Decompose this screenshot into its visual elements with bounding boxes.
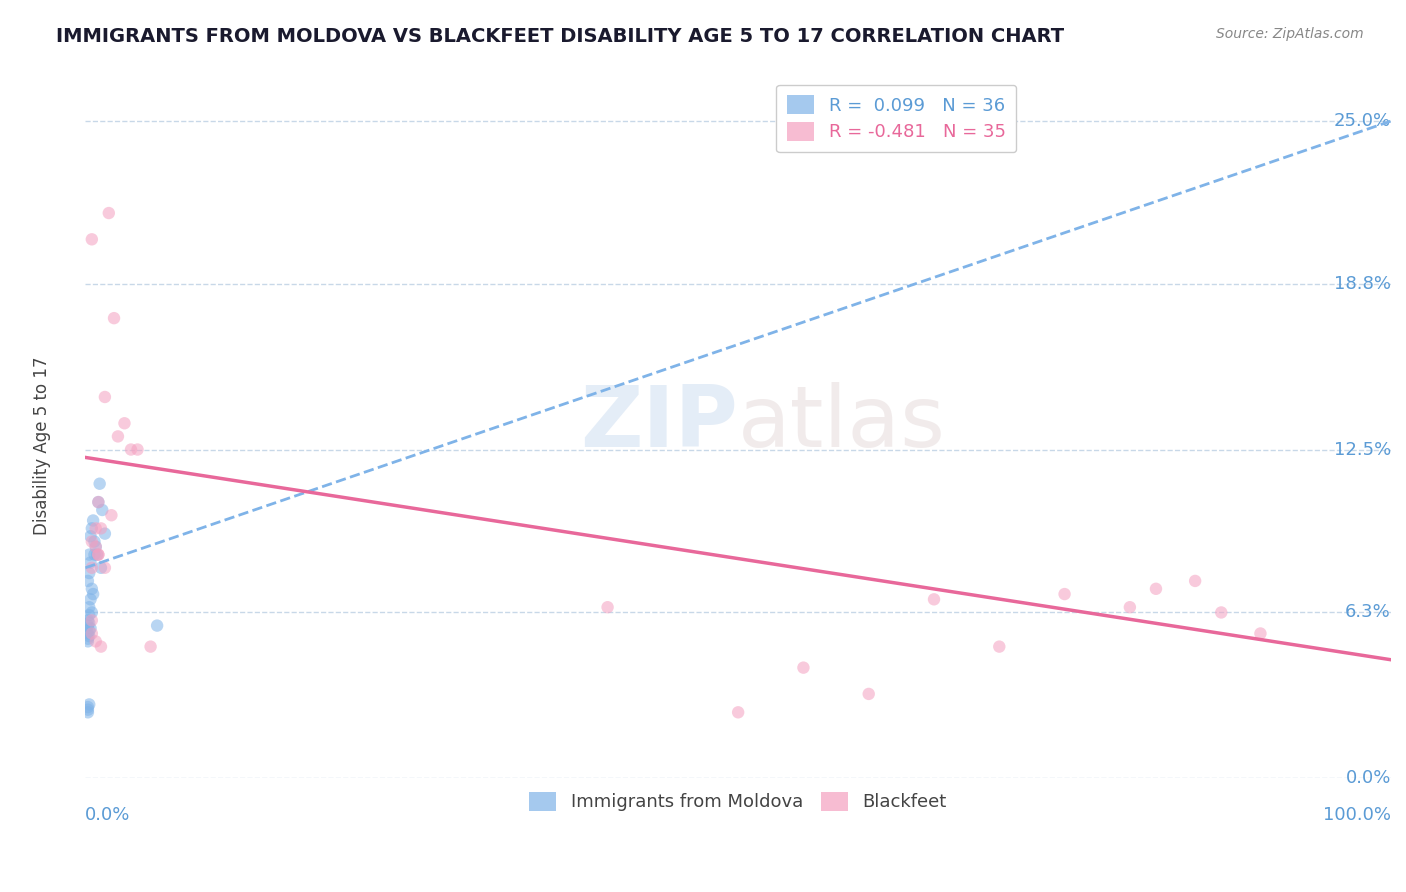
- Point: [79, 529, 101, 543]
- Point: [79, 592, 101, 607]
- Point: [80, 626, 103, 640]
- Point: [596, 600, 619, 615]
- Text: IMMIGRANTS FROM MOLDOVA VS BLACKFEET DISABILITY AGE 5 TO 17 CORRELATION CHART: IMMIGRANTS FROM MOLDOVA VS BLACKFEET DIS…: [56, 27, 1064, 45]
- Point: [77, 624, 100, 638]
- Point: [1144, 582, 1167, 596]
- Point: [727, 706, 749, 720]
- Point: [120, 442, 142, 457]
- Point: [80, 521, 103, 535]
- Point: [107, 429, 129, 443]
- Text: 100.0%: 100.0%: [1323, 806, 1391, 824]
- Point: [77, 613, 100, 627]
- Point: [1053, 587, 1076, 601]
- Text: 18.8%: 18.8%: [1334, 275, 1391, 293]
- Point: [94, 390, 117, 404]
- Point: [77, 698, 100, 712]
- Point: [100, 508, 122, 523]
- Point: [114, 417, 136, 431]
- Legend: R =  0.099   N = 36, R = -0.481   N = 35: R = 0.099 N = 36, R = -0.481 N = 35: [776, 85, 1017, 153]
- Point: [77, 629, 100, 643]
- Point: [103, 311, 125, 326]
- Point: [83, 534, 105, 549]
- Point: [1249, 626, 1271, 640]
- Point: [127, 442, 149, 457]
- Point: [83, 548, 105, 562]
- Point: [80, 561, 103, 575]
- Point: [90, 561, 112, 575]
- Point: [94, 561, 117, 575]
- Point: [87, 548, 110, 562]
- Point: [77, 618, 100, 632]
- Point: [90, 640, 112, 654]
- Text: atlas: atlas: [738, 382, 946, 465]
- Point: [77, 574, 100, 588]
- Point: [77, 548, 100, 562]
- Point: [77, 632, 100, 646]
- Text: 25.0%: 25.0%: [1334, 112, 1391, 130]
- Point: [80, 613, 103, 627]
- Text: 6.3%: 6.3%: [1346, 604, 1391, 622]
- Point: [89, 476, 111, 491]
- Point: [79, 621, 101, 635]
- Text: ZIP: ZIP: [581, 382, 738, 465]
- Point: [94, 526, 117, 541]
- Point: [87, 495, 110, 509]
- Point: [1119, 600, 1142, 615]
- Point: [988, 640, 1011, 654]
- Point: [77, 600, 100, 615]
- Point: [82, 514, 104, 528]
- Point: [77, 615, 100, 630]
- Point: [97, 206, 120, 220]
- Point: [922, 592, 945, 607]
- Point: [80, 606, 103, 620]
- Point: [82, 587, 104, 601]
- Text: Disability Age 5 to 17: Disability Age 5 to 17: [34, 357, 51, 535]
- Point: [792, 660, 814, 674]
- Point: [77, 626, 100, 640]
- Point: [84, 521, 107, 535]
- Point: [146, 618, 169, 632]
- Point: [77, 706, 100, 720]
- Point: [77, 703, 100, 717]
- Point: [91, 503, 114, 517]
- Point: [80, 582, 103, 596]
- Point: [80, 232, 103, 246]
- Text: 12.5%: 12.5%: [1334, 441, 1391, 458]
- Point: [858, 687, 880, 701]
- Text: 0.0%: 0.0%: [86, 806, 131, 824]
- Point: [77, 700, 100, 714]
- Point: [87, 548, 110, 562]
- Text: 0.0%: 0.0%: [1346, 769, 1391, 787]
- Point: [139, 640, 162, 654]
- Point: [90, 521, 112, 535]
- Point: [80, 534, 103, 549]
- Point: [1211, 606, 1233, 620]
- Point: [77, 566, 100, 580]
- Point: [86, 548, 108, 562]
- Point: [77, 634, 100, 648]
- Text: Source: ZipAtlas.com: Source: ZipAtlas.com: [1216, 27, 1364, 41]
- Point: [79, 556, 101, 570]
- Point: [84, 634, 107, 648]
- Point: [1184, 574, 1206, 588]
- Point: [87, 495, 110, 509]
- Point: [84, 540, 107, 554]
- Point: [84, 540, 107, 554]
- Point: [77, 608, 100, 623]
